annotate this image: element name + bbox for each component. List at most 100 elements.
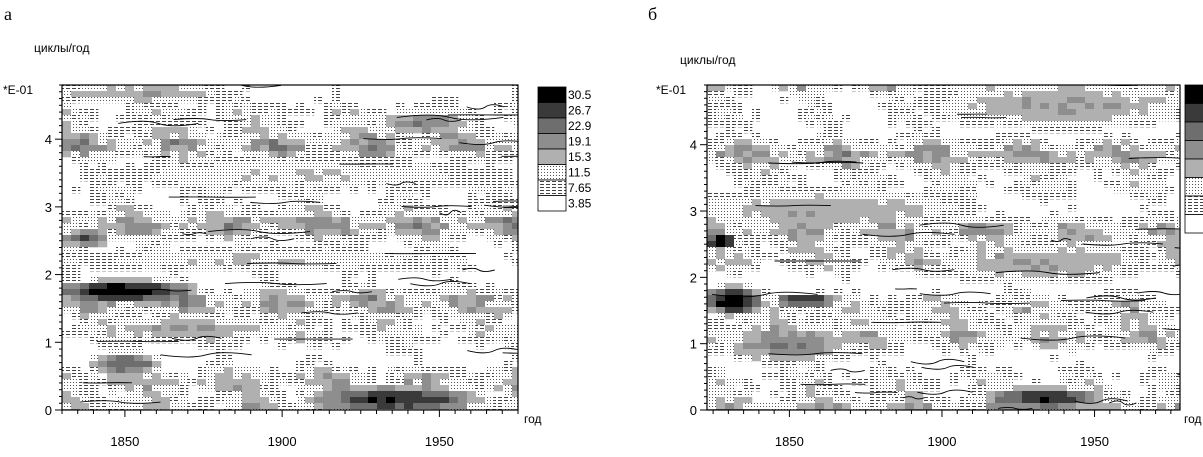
heatmap-cell <box>923 223 933 230</box>
heatmap-cell <box>959 175 969 182</box>
heatmap-cell <box>806 313 816 320</box>
heatmap-cell <box>332 379 342 386</box>
heatmap-cell <box>98 181 108 188</box>
heatmap-cell <box>197 157 207 164</box>
heatmap-cell <box>161 235 171 242</box>
heatmap-cell <box>1130 163 1140 170</box>
heatmap-cell <box>770 301 780 308</box>
heatmap-cell <box>725 97 735 104</box>
heatmap-cell <box>977 109 987 116</box>
heatmap-cell <box>941 307 951 314</box>
heatmap-cell <box>1076 403 1086 410</box>
heatmap-cell <box>152 151 162 158</box>
heatmap-cell <box>206 181 216 188</box>
heatmap-cell <box>905 199 915 206</box>
heatmap-cell <box>116 187 126 194</box>
heatmap-cell <box>1076 235 1086 242</box>
heatmap-cell <box>98 241 108 248</box>
heatmap-cell <box>1049 331 1059 338</box>
heatmap-cell <box>215 115 225 122</box>
heatmap-cell <box>359 157 369 164</box>
heatmap-cell <box>80 85 90 92</box>
heatmap-cell <box>98 289 108 296</box>
heatmap-cell <box>359 385 369 392</box>
contour-line <box>386 181 416 186</box>
heatmap-cell <box>278 313 288 320</box>
heatmap-cell <box>368 163 378 170</box>
heatmap-cell <box>941 319 951 326</box>
heatmap-cell <box>887 385 897 392</box>
heatmap-cell <box>269 133 279 140</box>
heatmap-cell <box>851 403 861 410</box>
heatmap-cell <box>269 307 279 314</box>
heatmap-cell <box>977 313 987 320</box>
heatmap-cell <box>125 127 135 134</box>
heatmap-cell <box>1031 151 1041 158</box>
heatmap-cell <box>941 397 951 404</box>
heatmap-cell <box>359 283 369 290</box>
heatmap-cell <box>287 223 297 230</box>
heatmap-cell <box>959 337 969 344</box>
heatmap-cell <box>449 175 459 182</box>
heatmap-cell <box>422 223 432 230</box>
heatmap-cell <box>986 277 996 284</box>
heatmap-cell <box>395 151 405 158</box>
heatmap-cell <box>968 121 978 128</box>
heatmap-cell <box>923 265 933 272</box>
heatmap-cell <box>1112 145 1122 152</box>
contour-line <box>854 391 898 394</box>
heatmap-cell <box>296 385 306 392</box>
contour-line <box>997 406 1033 410</box>
heatmap-cell <box>224 253 234 260</box>
heatmap-cell <box>134 247 144 254</box>
heatmap-cell <box>80 139 90 146</box>
heatmap-cell <box>314 391 324 398</box>
heatmap-cell <box>296 337 306 344</box>
heatmap-cell <box>959 109 969 116</box>
heatmap-cell <box>977 247 987 254</box>
heatmap-cell <box>476 391 486 398</box>
heatmap-cell <box>905 259 915 266</box>
heatmap-cell <box>959 139 969 146</box>
heatmap-cell <box>860 313 870 320</box>
heatmap-cell <box>878 193 888 200</box>
heatmap-cell <box>278 373 288 380</box>
heatmap-cell <box>503 205 513 212</box>
heatmap-cell <box>98 253 108 260</box>
heatmap-cell <box>134 397 144 404</box>
heatmap-cell <box>494 331 504 338</box>
heatmap-cell <box>923 295 933 302</box>
heatmap-cell <box>887 331 897 338</box>
heatmap-cell <box>152 253 162 260</box>
heatmap-cell <box>341 271 351 278</box>
heatmap-cell <box>1004 145 1014 152</box>
heatmap-cell <box>89 139 99 146</box>
heatmap-cell <box>386 289 396 296</box>
heatmap-cell <box>707 103 717 110</box>
heatmap-cell <box>1130 319 1140 326</box>
heatmap-cell <box>1004 247 1014 254</box>
heatmap-cell <box>332 295 342 302</box>
heatmap-cell <box>743 181 753 188</box>
heatmap-cell <box>1031 85 1041 92</box>
heatmap-cell <box>215 91 225 98</box>
heatmap-cell <box>413 205 423 212</box>
heatmap-cell <box>359 139 369 146</box>
heatmap-cell <box>377 265 387 272</box>
heatmap-cell <box>305 355 315 362</box>
heatmap-cell <box>494 139 504 146</box>
heatmap-cell <box>824 343 834 350</box>
heatmap-cell <box>1022 253 1032 260</box>
heatmap-cell <box>968 403 978 410</box>
heatmap-cell <box>914 97 924 104</box>
heatmap-cell <box>197 385 207 392</box>
heatmap-cell <box>878 145 888 152</box>
heatmap-cell <box>368 265 378 272</box>
heatmap-cell <box>449 373 459 380</box>
heatmap-cell <box>761 235 771 242</box>
heatmap-cell <box>1040 271 1050 278</box>
heatmap-cell <box>143 229 153 236</box>
heatmap-cell <box>1121 217 1131 224</box>
heatmap-cell <box>1175 103 1180 110</box>
heatmap-cell <box>125 337 135 344</box>
